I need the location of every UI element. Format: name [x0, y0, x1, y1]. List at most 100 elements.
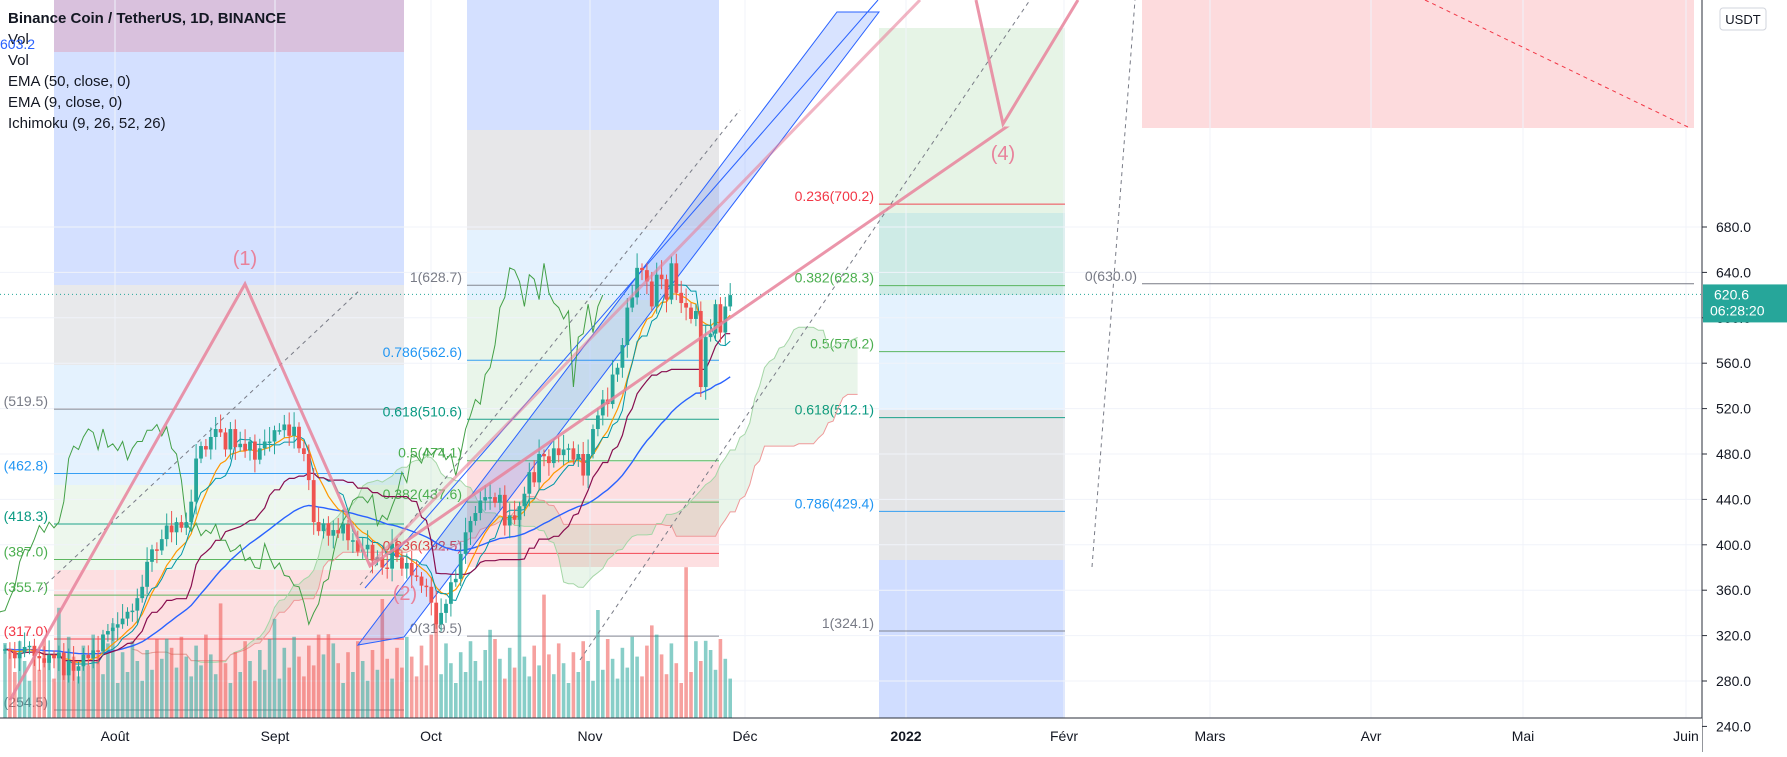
- volume-bar: [277, 678, 282, 718]
- candlestick: [61, 643, 66, 680]
- candlestick: [47, 640, 51, 671]
- volume-bar: [679, 683, 683, 718]
- volume-bar: [718, 639, 723, 718]
- volume-bar: [150, 669, 154, 718]
- candle-body: [600, 399, 605, 416]
- candlestick: [625, 298, 630, 358]
- candle-body: [228, 429, 233, 450]
- indicator-vol-1[interactable]: Vol: [8, 31, 29, 48]
- bg-zone-17: [1142, 0, 1694, 128]
- indicator-ichimoku[interactable]: Ichimoku (9, 26, 52, 26): [8, 115, 166, 132]
- bg-zone-7: [467, 130, 719, 230]
- candle-body: [395, 543, 399, 558]
- candle-body: [223, 432, 228, 450]
- volume-bar: [346, 652, 350, 718]
- candlestick: [684, 288, 688, 321]
- volume-bar: [654, 634, 659, 718]
- candle-body: [625, 307, 630, 346]
- price-tick-label: 640.0: [1716, 264, 1751, 280]
- candlestick: [248, 436, 252, 461]
- candlestick: [179, 515, 184, 533]
- candlestick: [586, 439, 590, 489]
- candle-body: [96, 650, 100, 652]
- candlestick: [302, 441, 306, 462]
- candlestick: [434, 590, 439, 629]
- candlestick: [228, 421, 233, 460]
- volume-bar: [47, 658, 51, 718]
- candle-body: [257, 448, 262, 460]
- fib-level-label: (418.3): [4, 508, 48, 524]
- candlestick: [400, 550, 404, 576]
- candlestick: [287, 412, 292, 446]
- candle-body: [404, 562, 409, 569]
- volume-bar: [164, 638, 169, 718]
- candlestick: [385, 555, 390, 579]
- candle-body: [581, 454, 586, 476]
- volume-bar: [130, 641, 135, 718]
- volume-bar: [184, 656, 189, 718]
- trend-dashed-2: [579, 0, 1031, 661]
- price-tick-label: 360.0: [1716, 582, 1751, 598]
- candle-body: [542, 454, 546, 457]
- volume-bar: [272, 618, 277, 718]
- candlestick: [493, 492, 497, 508]
- candle-body: [140, 586, 145, 599]
- time-tick-label: Avr: [1361, 728, 1382, 744]
- time-tick-label: 2022: [890, 728, 921, 744]
- volume-bar: [233, 652, 238, 718]
- volume-bar: [596, 610, 600, 718]
- candle-body: [659, 274, 664, 280]
- candlestick: [110, 618, 115, 642]
- candlestick: [169, 510, 174, 543]
- fib-level-label: 1(324.1): [822, 615, 874, 631]
- candlestick: [66, 648, 71, 683]
- indicator-ema50[interactable]: EMA (50, close, 0): [8, 73, 131, 90]
- candlestick: [698, 301, 703, 398]
- volume-bar: [645, 645, 649, 718]
- volume-bar: [414, 676, 419, 718]
- volume-bar: [125, 672, 130, 718]
- volume-bar: [439, 674, 443, 718]
- candle-body: [292, 426, 296, 436]
- time-tick-label: Août: [101, 728, 130, 744]
- candle-body: [370, 544, 375, 561]
- candle-body: [135, 598, 140, 611]
- candle-body: [86, 654, 91, 659]
- indicator-ema9[interactable]: EMA (9, close, 0): [8, 94, 123, 111]
- price-tick-label: 400.0: [1716, 537, 1751, 553]
- indicator-vol-2[interactable]: Vol: [8, 52, 29, 69]
- fib-level-label: 0.618(510.6): [383, 403, 462, 419]
- candlestick: [512, 500, 517, 525]
- candlestick: [140, 574, 145, 603]
- volume-bar: [522, 656, 527, 718]
- symbol-title[interactable]: Binance Coin / TetherUS, 1D, BINANCE: [8, 10, 287, 27]
- last-price-label: 620.6: [1714, 286, 1749, 302]
- volume-bar: [209, 654, 213, 718]
- volume-bars: [3, 516, 732, 718]
- volume-bar: [610, 658, 615, 718]
- candle-body: [380, 557, 385, 568]
- candlestick: [532, 460, 537, 487]
- candlestick: [517, 501, 522, 528]
- candlestick: [331, 520, 336, 549]
- candlestick: [106, 624, 110, 642]
- candle-body: [571, 448, 576, 460]
- volume-bar: [32, 650, 37, 718]
- candlestick: [488, 482, 492, 510]
- candle-body: [512, 515, 517, 520]
- volume-bar: [135, 661, 140, 718]
- price-tick-label: 320.0: [1716, 628, 1751, 644]
- price-tick-label: 520.0: [1716, 401, 1751, 417]
- volume-bar: [454, 683, 458, 718]
- candlestick: [262, 429, 267, 456]
- volume-bar: [409, 656, 414, 718]
- candle-body: [502, 494, 507, 526]
- volume-bar: [341, 683, 345, 718]
- candle-body: [17, 652, 22, 659]
- candlestick: [208, 427, 213, 460]
- candle-body: [321, 523, 326, 532]
- candlestick: [346, 519, 350, 551]
- ichimoku-cloud-fill: [132, 327, 858, 663]
